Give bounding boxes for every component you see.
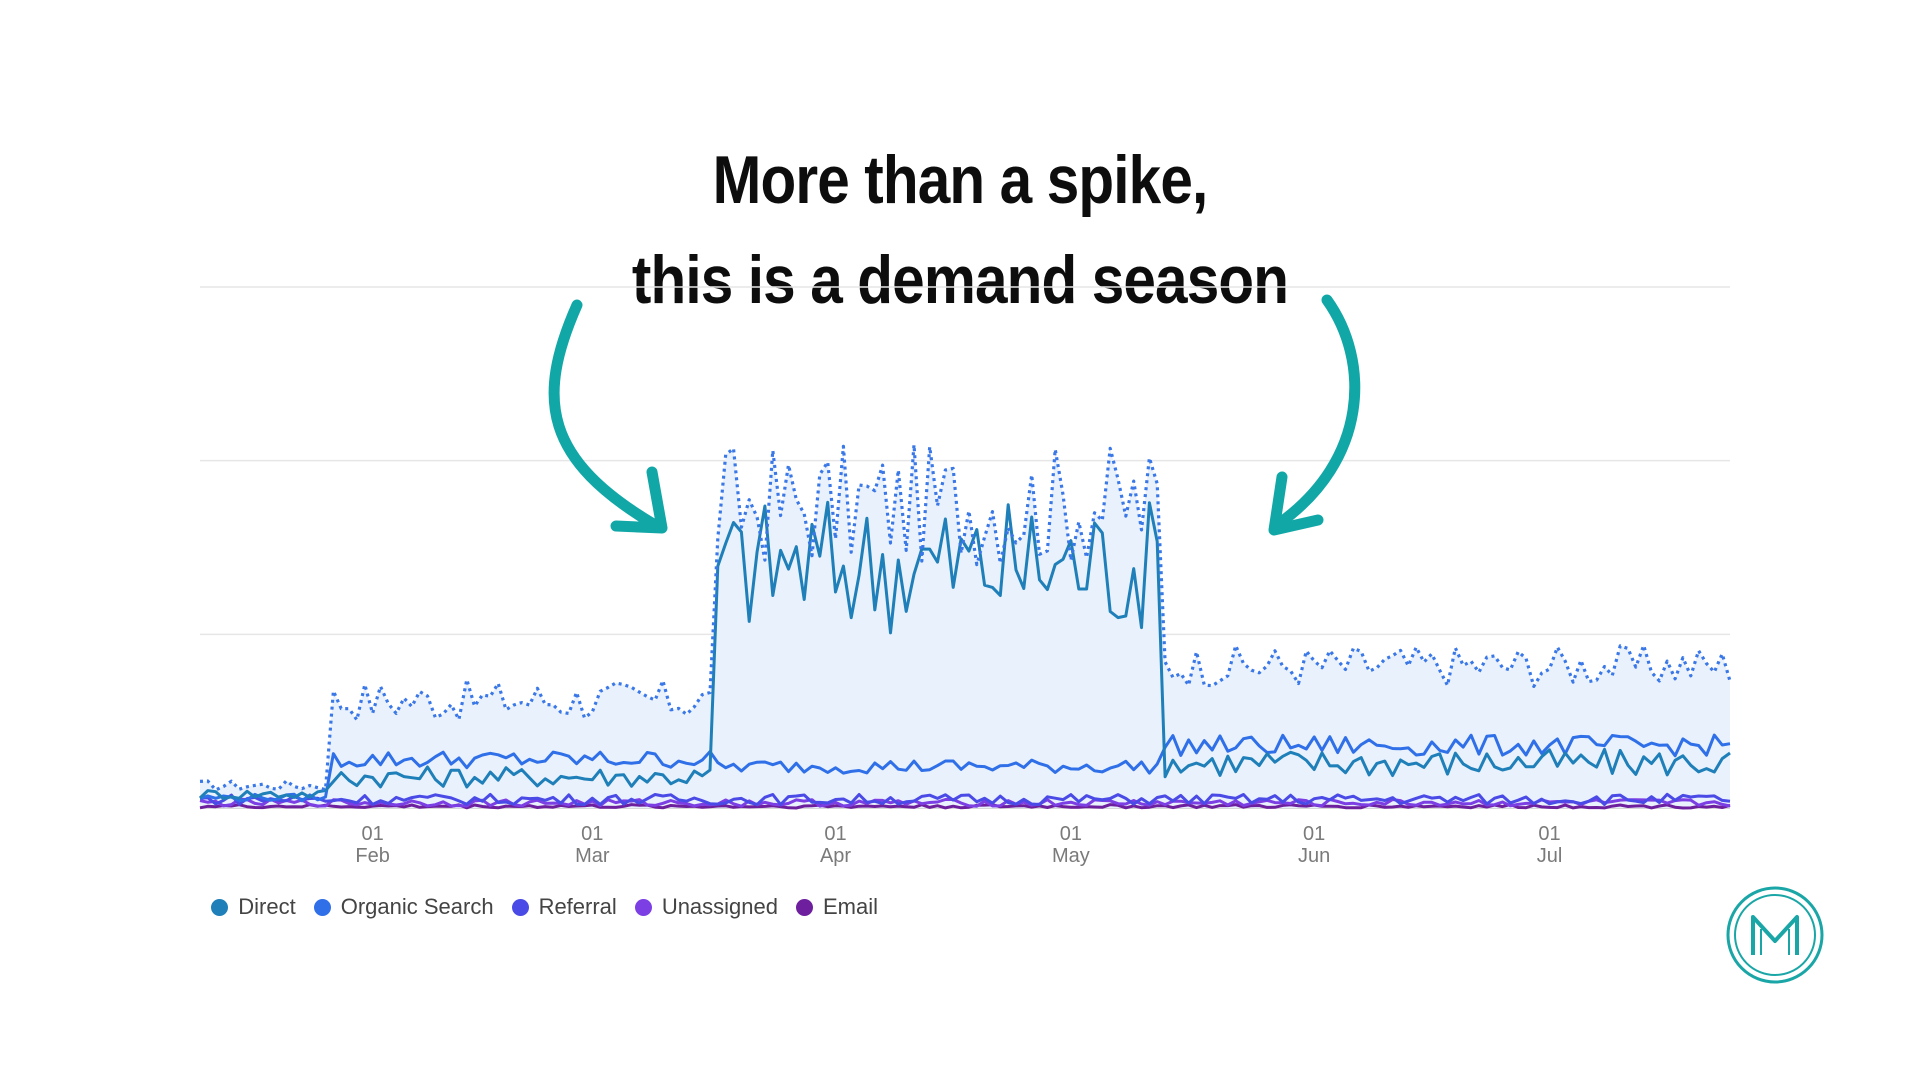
legend-label: Organic Search [340, 894, 494, 919]
legend-item-unassigned[interactable]: Unassigned [634, 894, 778, 920]
x-tick-day: 01 [581, 823, 603, 845]
headline-line-1: More than a spike, [712, 142, 1209, 218]
headline: More than a spike, this is a demand seas… [134, 130, 1785, 330]
legend-label: Email [823, 894, 879, 919]
x-tick-month: Mar [575, 845, 610, 867]
m-monogram-logo [1726, 886, 1824, 984]
x-tick-day: 01 [1538, 823, 1560, 845]
legend-dot [313, 898, 331, 916]
x-tick-month: Jul [1537, 845, 1563, 867]
legend-dot [211, 898, 229, 916]
x-tick-day: 01 [824, 823, 846, 845]
series-line-organic-search [199, 733, 1731, 803]
left-arrow [548, 299, 661, 531]
total-area [200, 444, 1730, 808]
right-arrow [1271, 294, 1361, 531]
right-arrow-head [1268, 471, 1324, 536]
x-tick-day: 01 [1060, 823, 1082, 845]
legend-label: Unassigned [661, 894, 778, 919]
x-tick-month: May [1052, 845, 1090, 867]
x-tick-month: Feb [355, 845, 389, 867]
legend-item-direct[interactable]: Direct [211, 894, 296, 920]
left-arrow-head [610, 466, 668, 534]
legend-dot [634, 898, 652, 916]
x-tick-day: 01 [1303, 823, 1325, 845]
x-tick-month: Apr [820, 845, 851, 867]
legend-label: Direct [238, 894, 296, 919]
annotation-arrows [548, 294, 1361, 536]
series-line-direct [198, 500, 1731, 801]
series-lines [198, 443, 1732, 810]
legend-dot [796, 898, 813, 916]
legend-dot [511, 898, 529, 916]
legend-item-referral[interactable]: Referral [511, 894, 617, 920]
series-line-unassigned [199, 797, 1731, 808]
x-tick-month: Jun [1298, 845, 1330, 867]
series-line-referral [199, 792, 1731, 806]
chart-legend: talDirectOrganic SearchReferralUnassigne… [200, 890, 1200, 924]
total-area-fill [200, 444, 1730, 808]
x-tick-day: 01 [361, 823, 383, 845]
legend-item-email[interactable]: Email [796, 894, 878, 920]
legend-item-organic-search[interactable]: Organic Search [313, 894, 494, 920]
headline-line-2: this is a demand season [631, 242, 1289, 318]
legend-label: Referral [538, 894, 617, 919]
